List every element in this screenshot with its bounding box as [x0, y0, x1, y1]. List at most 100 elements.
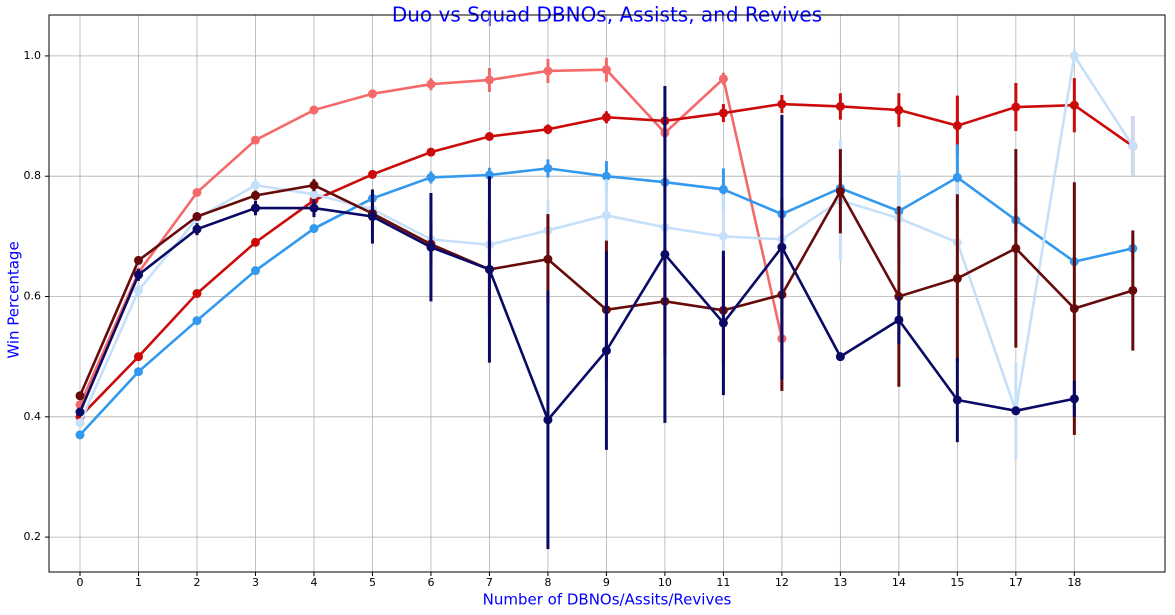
- x-tick-label: 0: [77, 576, 84, 589]
- point: [367, 212, 377, 222]
- point: [133, 285, 143, 295]
- point: [426, 79, 436, 89]
- x-tick-label: 17: [1009, 576, 1023, 589]
- point: [192, 289, 202, 298]
- point: [543, 124, 553, 134]
- point: [1128, 141, 1138, 151]
- x-tick-label: 3: [252, 576, 259, 589]
- point: [543, 415, 553, 425]
- point: [1069, 394, 1079, 404]
- point: [718, 108, 728, 118]
- y-tick-label: 1.0: [24, 49, 42, 62]
- y-tick-label: 0.8: [24, 169, 42, 182]
- x-tick-label: 9: [603, 576, 610, 589]
- point: [952, 273, 962, 283]
- point: [426, 147, 436, 157]
- point: [426, 172, 436, 182]
- y-tick-label: 0.4: [24, 410, 42, 423]
- point: [367, 89, 377, 99]
- point: [1128, 285, 1138, 295]
- point: [601, 346, 611, 356]
- point: [75, 407, 85, 417]
- point: [250, 266, 260, 276]
- point: [75, 391, 85, 401]
- point: [484, 264, 494, 274]
- plot-area: [75, 49, 1138, 550]
- point: [835, 352, 845, 362]
- point: [718, 74, 728, 84]
- x-tick-label: 1: [135, 576, 142, 589]
- point: [250, 135, 260, 145]
- point: [718, 184, 728, 194]
- series-line: [78, 206, 1075, 423]
- point: [133, 255, 143, 265]
- point: [309, 203, 319, 213]
- point: [718, 231, 728, 241]
- point: [601, 210, 611, 220]
- point: [192, 224, 202, 234]
- point: [601, 65, 611, 75]
- point: [543, 66, 553, 76]
- point: [250, 190, 260, 200]
- x-tick-label: 13: [833, 576, 847, 589]
- point: [835, 186, 845, 196]
- point: [835, 101, 845, 111]
- point: [309, 105, 319, 115]
- point: [250, 203, 260, 213]
- point: [367, 169, 377, 179]
- point: [309, 180, 319, 190]
- point: [484, 75, 494, 85]
- point: [660, 249, 670, 259]
- point: [75, 418, 85, 428]
- x-tick-label: 12: [775, 576, 789, 589]
- point: [309, 189, 319, 199]
- x-tick-label: 8: [544, 576, 551, 589]
- point: [952, 395, 962, 405]
- point: [484, 170, 494, 180]
- point: [952, 121, 962, 131]
- x-tick-label: 2: [193, 576, 200, 589]
- x-axis-label: Number of DBNOs/Assits/Revives: [483, 591, 732, 609]
- x-tick-label: 6: [427, 576, 434, 589]
- point: [601, 171, 611, 181]
- point: [601, 112, 611, 122]
- point: [1069, 100, 1079, 110]
- y-tick-label: 0.6: [24, 290, 42, 303]
- point: [1011, 102, 1021, 112]
- axes-frame: [48, 14, 1166, 573]
- point: [952, 172, 962, 182]
- point: [192, 212, 202, 222]
- point: [777, 99, 787, 109]
- point: [1011, 406, 1021, 416]
- point: [192, 187, 202, 197]
- point: [75, 430, 85, 440]
- x-tick-label: 4: [310, 576, 317, 589]
- point: [133, 270, 143, 280]
- point: [718, 318, 728, 328]
- point: [1069, 51, 1079, 61]
- y-tick-label: 0.2: [24, 530, 42, 543]
- point: [250, 237, 260, 247]
- point: [543, 254, 553, 264]
- point: [1069, 304, 1079, 314]
- x-tick-label: 5: [369, 576, 376, 589]
- point: [426, 242, 436, 252]
- point: [133, 367, 143, 377]
- point: [133, 352, 143, 362]
- point: [894, 105, 904, 115]
- x-tick-label: 7: [486, 576, 493, 589]
- point: [543, 163, 553, 173]
- point: [894, 315, 904, 325]
- y-axis-label: Win Percentage: [5, 241, 23, 358]
- point: [484, 132, 494, 142]
- point: [250, 180, 260, 190]
- x-tick-label: 10: [658, 576, 672, 589]
- x-tick-label: 18: [1067, 576, 1081, 589]
- x-tick-label: 11: [716, 576, 730, 589]
- point: [1011, 243, 1021, 253]
- point: [777, 242, 787, 252]
- point: [192, 316, 202, 326]
- x-tick-label: 15: [950, 576, 964, 589]
- x-tick-label: 14: [892, 576, 906, 589]
